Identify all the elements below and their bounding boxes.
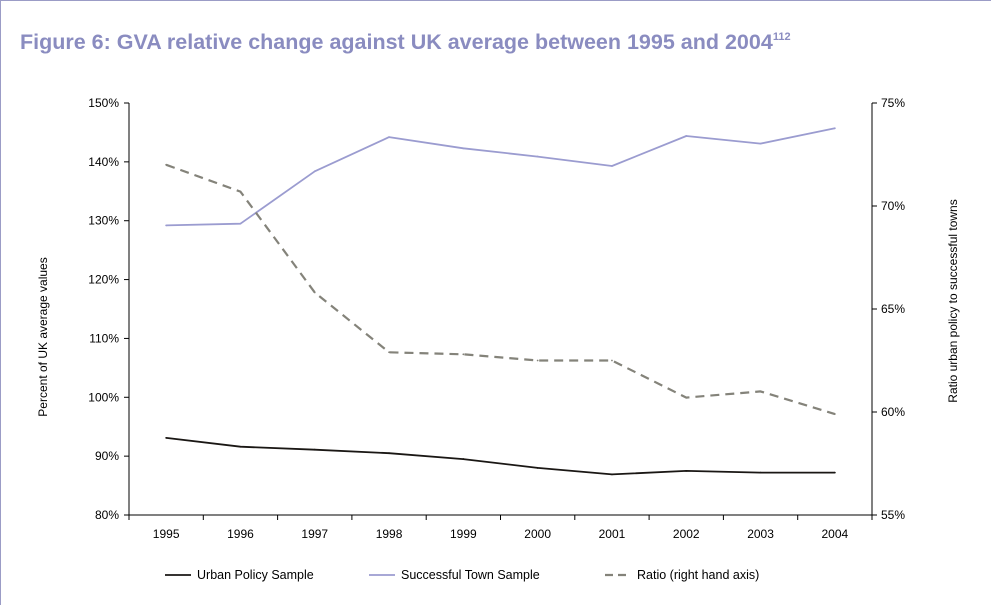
data-point-s2-2004 xyxy=(833,127,836,130)
data-point-s3-2002 xyxy=(685,396,688,399)
data-point-s2-1999 xyxy=(462,147,465,150)
data-point-s3-1995 xyxy=(165,163,168,166)
x-tick-label: 1995 xyxy=(153,527,180,541)
tick-labels: 80% 90% 100% 110% 120% 130% 140% 150% 55% 60% 65% 7… xyxy=(88,96,905,541)
x-tick-label: 2002 xyxy=(673,527,700,541)
data-point-s1-1996 xyxy=(239,445,242,448)
data-point-s3-2004 xyxy=(833,413,836,415)
x-tick-label: 2003 xyxy=(747,527,774,541)
y-axis-label-right: Ratio urban policy to successful towns xyxy=(946,199,960,402)
left-tick-label: 110% xyxy=(89,331,119,345)
data-point-s2-2002 xyxy=(685,135,688,137)
data-point-s1-1995 xyxy=(165,436,168,439)
data-point-s1-2000 xyxy=(536,467,539,469)
data-point-s3-2000 xyxy=(536,359,539,362)
series-line-1 xyxy=(166,437,835,476)
chart-title-text: Figure 6: GVA relative change against UK… xyxy=(20,30,773,54)
data-point-s2-1997 xyxy=(313,170,316,173)
footnote-ref: 112 xyxy=(772,31,791,43)
tick-marks xyxy=(124,102,877,520)
left-tick-label: 120% xyxy=(88,273,119,287)
left-tick-label: 100% xyxy=(88,390,119,404)
data-point-s2-1996 xyxy=(239,222,242,225)
x-tick-label: 2004 xyxy=(821,527,848,541)
data-point-s1-2003 xyxy=(759,471,762,474)
left-tick-label: 150% xyxy=(88,96,119,110)
data-point-s1-2004 xyxy=(833,471,836,474)
data-point-s1-1997 xyxy=(313,448,316,451)
data-point-s3-1998 xyxy=(388,351,390,354)
data-point-s2-2000 xyxy=(536,155,539,158)
x-tick-label: 1996 xyxy=(227,527,254,541)
left-tick-label: 130% xyxy=(88,214,119,228)
x-tick-label: 1997 xyxy=(301,527,328,541)
left-tick-label: 80% xyxy=(95,508,119,522)
y-axis-label-left: Percent of UK average values xyxy=(36,257,50,416)
right-tick-label: 60% xyxy=(881,405,905,419)
series-lines xyxy=(165,127,836,476)
data-point-s3-1999 xyxy=(462,353,465,356)
data-point-s2-2003 xyxy=(759,142,762,145)
right-tick-label: 70% xyxy=(881,199,905,213)
data-point-s1-1999 xyxy=(462,458,465,460)
right-tick-label: 65% xyxy=(881,302,905,316)
legend: Urban Policy Sample Successful Town Sampl… xyxy=(165,568,759,582)
left-tick-label: 140% xyxy=(88,155,119,169)
chart-title: Figure 6: GVA relative change against UK… xyxy=(20,30,791,55)
x-tick-label: 1998 xyxy=(376,527,403,541)
data-point-s2-2001 xyxy=(611,165,613,167)
left-tick-label: 90% xyxy=(95,449,119,463)
series-line-3 xyxy=(165,163,836,416)
data-point-s1-1998 xyxy=(388,452,390,455)
x-tick-label: 2000 xyxy=(524,527,551,541)
legend-label-2: Successful Town Sample xyxy=(401,568,540,582)
data-point-s3-2001 xyxy=(611,359,613,362)
right-tick-label: 75% xyxy=(881,96,905,110)
legend-label-1: Urban Policy Sample xyxy=(197,568,314,582)
series-line-2 xyxy=(166,127,836,227)
data-point-s1-2002 xyxy=(685,469,688,472)
data-point-s3-1997 xyxy=(313,291,316,294)
data-point-s2-1998 xyxy=(388,136,390,139)
data-point-s1-2001 xyxy=(611,473,613,476)
legend-label-3: Ratio (right hand axis) xyxy=(637,568,759,582)
right-tick-label: 55% xyxy=(881,508,905,522)
data-point-s3-1996 xyxy=(239,190,242,193)
x-tick-label: 1999 xyxy=(450,527,477,541)
axes xyxy=(128,103,873,516)
x-tick-label: 2001 xyxy=(599,527,626,541)
data-point-s3-2003 xyxy=(759,390,762,393)
data-point-s2-1995 xyxy=(165,224,168,227)
